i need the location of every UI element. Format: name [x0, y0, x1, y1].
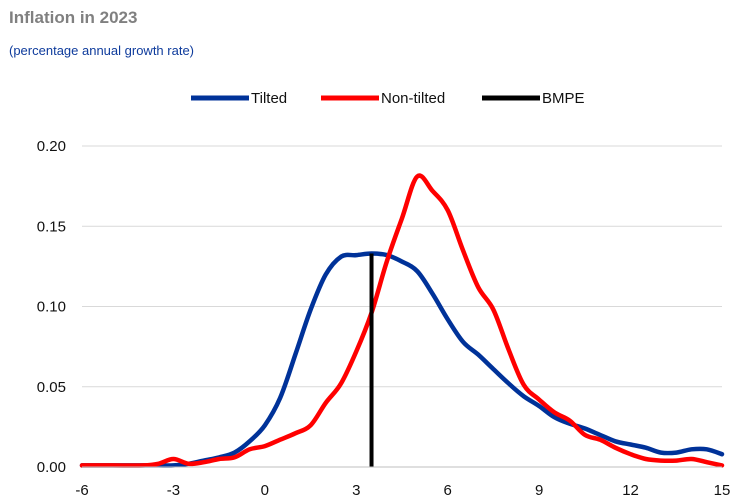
legend-label-bmpe: BMPE [542, 90, 585, 107]
series-line-non-tilted [79, 173, 725, 468]
legend-label-tilted: Tilted [251, 90, 287, 107]
y-tick-label: 0.00 [37, 459, 66, 476]
y-tick-label: 0.20 [37, 138, 66, 155]
legend: Tilted Non-tilted BMPE [191, 90, 585, 107]
x-tick-label: 9 [535, 482, 543, 499]
legend-label-non-tilted: Non-tilted [381, 90, 445, 107]
x-tick-label: 0 [261, 482, 269, 499]
axes: 0.00 0.05 0.10 0.15 0.20 -6 -3 0 3 6 9 12 15 [37, 138, 731, 499]
y-tick-label: 0.15 [37, 218, 66, 235]
y-tick-label: 0.05 [37, 379, 66, 396]
series-line-tilted [79, 251, 725, 468]
x-tick-label: 3 [352, 482, 360, 499]
x-tick-label: -3 [167, 482, 180, 499]
x-tick-label: 6 [444, 482, 452, 499]
x-tick-label: 15 [714, 482, 731, 499]
series-layer [79, 173, 725, 468]
chart-title: Inflation in 2023 [9, 8, 138, 27]
chart-subtitle: (percentage annual growth rate) [9, 43, 195, 58]
x-tick-label: -6 [75, 482, 88, 499]
y-tick-label: 0.10 [37, 299, 66, 316]
gridlines [82, 145, 722, 388]
x-tick-label: 12 [622, 482, 639, 499]
